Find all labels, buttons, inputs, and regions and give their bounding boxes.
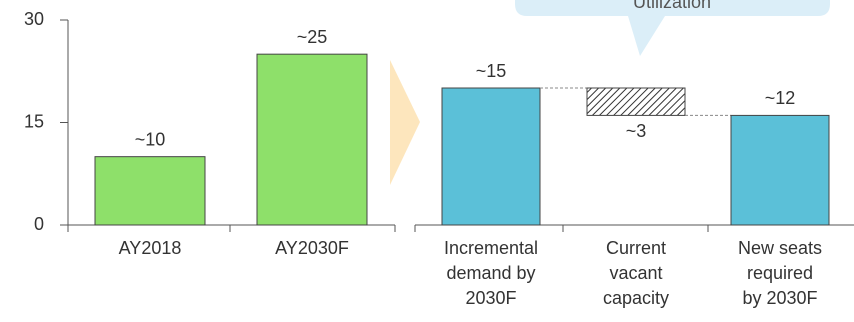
bar bbox=[586, 87, 686, 116]
y-tick-label: 15 bbox=[24, 111, 44, 131]
chevron bbox=[390, 60, 420, 185]
annotation: Utilization bbox=[633, 0, 711, 12]
y-tick-label: 0 bbox=[34, 214, 44, 234]
y-tick-label: 30 bbox=[24, 9, 44, 29]
value-label: ~3 bbox=[626, 121, 647, 141]
value-label: ~10 bbox=[135, 129, 166, 149]
value-label: ~15 bbox=[476, 61, 507, 81]
value-label: ~12 bbox=[765, 88, 796, 108]
x-tick-label: AY2018 bbox=[118, 238, 182, 258]
bar bbox=[730, 114, 830, 226]
value-label: ~25 bbox=[297, 27, 328, 47]
x-tick-label: Current vacant capacity bbox=[602, 238, 670, 308]
bar bbox=[441, 87, 541, 226]
bar bbox=[94, 156, 206, 226]
x-tick-label: Incremental demand by 2030F bbox=[443, 238, 539, 308]
x-tick-label: AY2030F bbox=[275, 238, 349, 258]
callout bbox=[515, 0, 830, 56]
x-tick-label: New seats required by 2030F bbox=[737, 238, 823, 308]
bar bbox=[256, 53, 368, 226]
